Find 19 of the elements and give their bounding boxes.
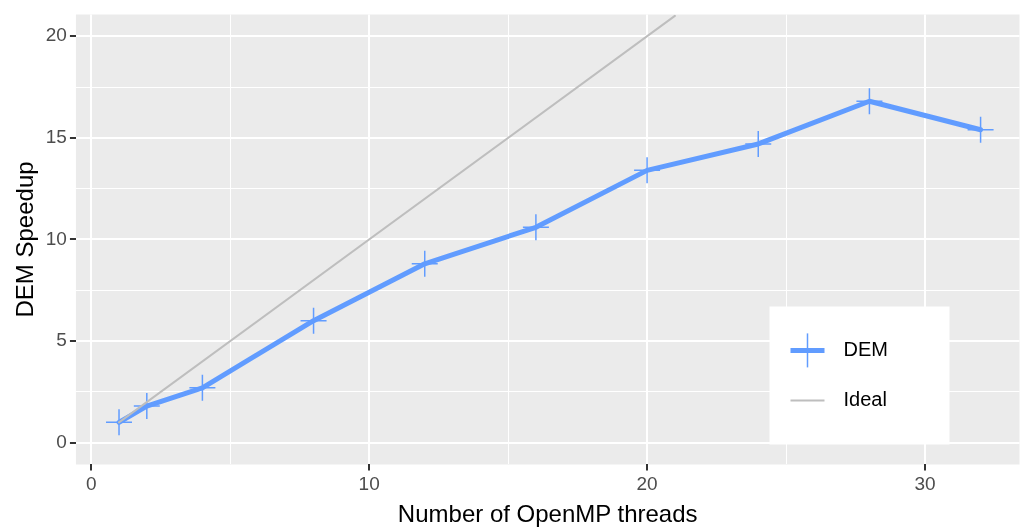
y-tick-label: 5 (56, 329, 67, 351)
point (522, 214, 549, 241)
x-tick-label: 10 (358, 473, 380, 495)
point (745, 130, 772, 157)
point (634, 157, 661, 184)
y-tick-label: 0 (56, 430, 67, 452)
y-axis-title: DEM Speedup (11, 161, 39, 318)
x-tick-label: 0 (85, 473, 97, 495)
y-tick-label: 20 (45, 24, 67, 46)
x-axis-title: Number of OpenMP threads (397, 500, 698, 528)
point (189, 374, 216, 401)
point (411, 250, 438, 277)
legend-label: DEM (843, 337, 888, 360)
point (106, 409, 133, 436)
y-tick-label: 15 (45, 126, 67, 148)
x-tick-label: 30 (914, 473, 936, 495)
legend-label: Ideal (843, 387, 887, 410)
x-tick-label: 20 (636, 473, 658, 495)
y-tick-label: 10 (45, 227, 67, 249)
